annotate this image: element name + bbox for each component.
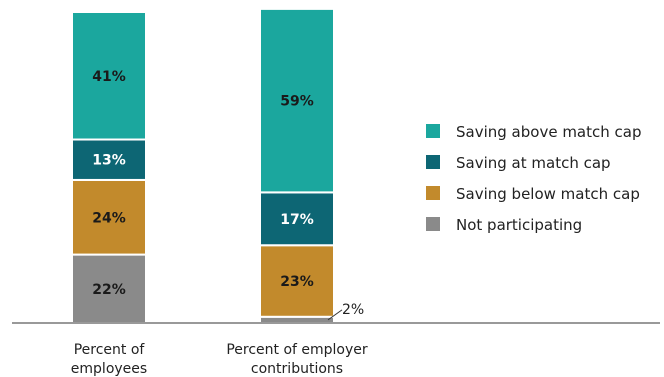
bars-group: 22% 24% 13% 41% 23% 17% 59%	[71, 7, 335, 324]
legend-item-not-participating: Not participating	[426, 216, 582, 234]
legend-item-saving-below-match-cap: Saving below match cap	[426, 185, 640, 203]
legend-swatch-saving-above-match-cap	[426, 124, 440, 138]
legend-label-saving-at-match-cap: Saving at match cap	[456, 154, 611, 172]
legend-item-saving-above-match-cap: Saving above match cap	[426, 123, 642, 141]
legend-swatch-not-participating	[426, 217, 440, 231]
legend-swatch-saving-below-match-cap	[426, 186, 440, 200]
bar-segment-saving-below-match-cap-cat1	[71, 178, 147, 256]
category-label-1-line2: employees	[71, 361, 147, 377]
data-label-not-participating-cat1: 22%	[92, 282, 126, 298]
bar-segment-saving-above-match-cap-cat1	[71, 11, 147, 141]
data-label-saving-above-match-cap-cat2: 59%	[280, 94, 314, 110]
bar-segment-not-participating-cat1	[71, 253, 147, 324]
legend: Saving above match cap Saving at match ca…	[426, 123, 642, 234]
bar-segment-saving-at-match-cap-cat2	[259, 191, 335, 247]
data-label-saving-at-match-cap-cat2: 17%	[280, 212, 314, 228]
data-label-saving-below-match-cap-cat1: 24%	[92, 210, 126, 226]
legend-label-saving-above-match-cap: Saving above match cap	[456, 123, 642, 141]
data-label-not-participating-cat2: 2%	[342, 302, 364, 318]
category-label-2-line1: Percent of employer	[226, 342, 368, 358]
callout-leader-line	[327, 309, 343, 321]
legend-item-saving-at-match-cap: Saving at match cap	[426, 154, 611, 172]
data-label-saving-at-match-cap-cat1: 13%	[92, 153, 126, 169]
data-label-saving-above-match-cap-cat1: 41%	[92, 69, 126, 85]
legend-label-not-participating: Not participating	[456, 216, 582, 234]
category-labels: Percent of employees Percent of employer co…	[71, 342, 368, 377]
legend-label-saving-below-match-cap: Saving below match cap	[456, 185, 640, 203]
callouts-group: 2%	[327, 302, 364, 321]
category-label-1-line1: Percent of	[74, 342, 146, 358]
data-label-saving-below-match-cap-cat2: 23%	[280, 274, 314, 290]
category-label-2-line2: contributions	[251, 361, 343, 377]
legend-swatch-saving-at-match-cap	[426, 155, 440, 169]
bar-segment-saving-above-match-cap-cat2	[259, 7, 335, 194]
